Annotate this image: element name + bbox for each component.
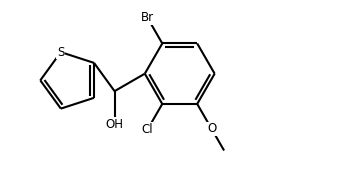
Text: Cl: Cl	[142, 123, 153, 136]
Text: Br: Br	[141, 11, 154, 24]
Text: O: O	[207, 122, 216, 135]
Text: OH: OH	[106, 118, 123, 131]
Text: S: S	[57, 46, 64, 59]
